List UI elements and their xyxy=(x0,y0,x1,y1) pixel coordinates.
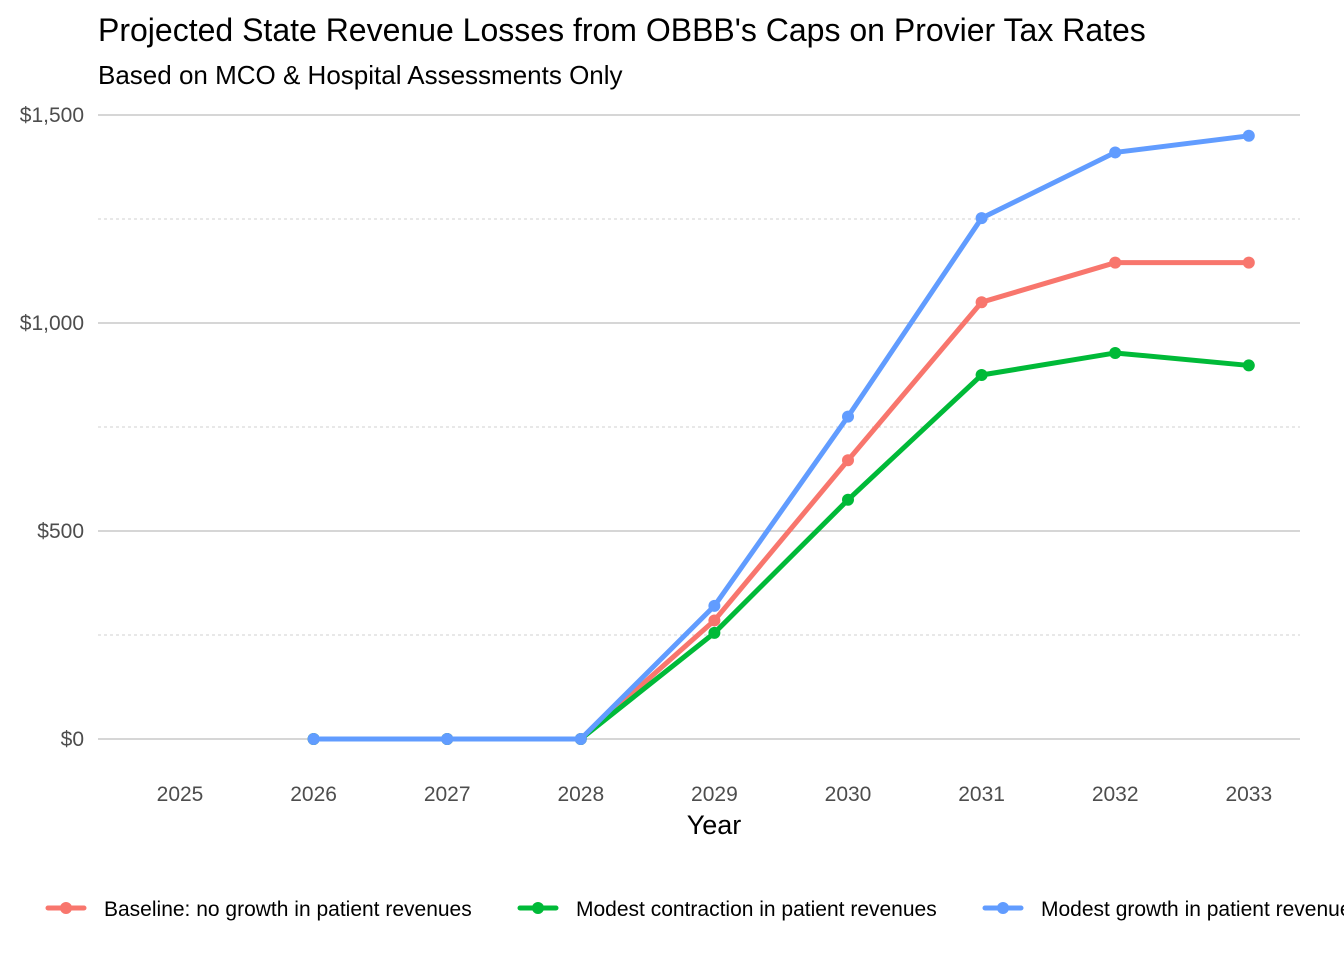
y-tick-label: $1,000 xyxy=(20,312,84,335)
legend: Baseline: no growth in patient revenues M… xyxy=(45,898,1344,921)
x-tick-label: 2030 xyxy=(825,783,872,806)
x-tick-label: 2033 xyxy=(1225,783,1272,806)
data-point xyxy=(975,212,988,225)
legend-item: Modest contraction in patient revenues xyxy=(517,898,937,921)
data-point xyxy=(842,493,854,506)
y-tick-label: $0 xyxy=(61,728,84,751)
chart-title: Projected State Revenue Losses from OBBB… xyxy=(98,12,1146,48)
y-axis-ticks: $0 $500 $1,000 $1,500 xyxy=(20,104,84,751)
x-tick-label: 2028 xyxy=(557,783,604,806)
data-point xyxy=(842,454,854,467)
data-point xyxy=(1109,346,1122,359)
series-line xyxy=(311,260,1252,742)
x-axis-title: Year xyxy=(687,810,742,840)
y-tick-label: $1,500 xyxy=(20,104,84,127)
x-tick-label: 2027 xyxy=(424,783,471,806)
data-point xyxy=(307,733,320,745)
legend-label: Baseline: no growth in patient revenues xyxy=(104,898,472,921)
legend-key-point xyxy=(60,902,72,914)
x-tick-label: 2029 xyxy=(691,783,738,806)
x-tick-label: 2031 xyxy=(958,783,1005,806)
series-1 xyxy=(307,346,1255,745)
x-axis-ticks: 2025 2026 2027 2028 2029 2030 2031 2032 2033 xyxy=(157,783,1273,806)
legend-label: Modest growth in patient revenues xyxy=(1041,898,1344,921)
data-point xyxy=(975,296,988,309)
data-point xyxy=(1242,256,1255,269)
data-point xyxy=(441,733,454,745)
data-point xyxy=(1109,146,1122,159)
x-tick-label: 2026 xyxy=(290,783,337,806)
data-point xyxy=(1109,256,1122,269)
data-point xyxy=(1242,129,1255,142)
legend-key-point xyxy=(997,902,1009,914)
chart-subtitle: Based on MCO & Hospital Assessments Only xyxy=(98,60,623,90)
x-tick-label: 2025 xyxy=(157,783,204,806)
data-point xyxy=(842,410,854,423)
series-line xyxy=(311,133,1252,742)
legend-key-point xyxy=(532,902,544,914)
legend-item: Baseline: no growth in patient revenues xyxy=(45,898,472,921)
series-0 xyxy=(307,256,1255,745)
data-point xyxy=(1242,359,1255,372)
data-point xyxy=(574,733,587,745)
series-lines xyxy=(307,129,1255,745)
x-tick-label: 2032 xyxy=(1092,783,1139,806)
data-point xyxy=(708,626,721,639)
series-line xyxy=(311,350,1252,742)
series-2 xyxy=(307,129,1255,745)
legend-label: Modest contraction in patient revenues xyxy=(576,898,937,921)
y-tick-label: $500 xyxy=(37,520,84,543)
legend-item: Modest growth in patient revenues xyxy=(982,898,1344,921)
data-point xyxy=(708,599,721,612)
data-point xyxy=(708,614,721,627)
data-point xyxy=(975,369,988,381)
